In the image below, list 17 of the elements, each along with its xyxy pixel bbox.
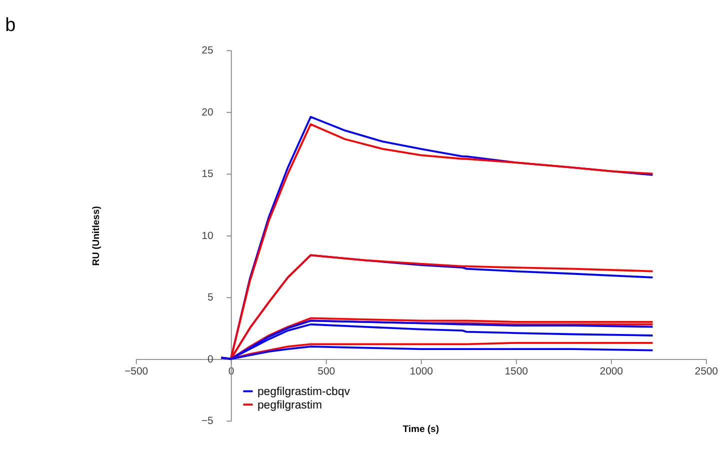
y-tick-label: 25 <box>202 46 214 57</box>
chart-title: b <box>5 15 16 36</box>
y-axis-title: RU (Unitless) <box>90 206 102 266</box>
x-tick-label: −500 <box>124 366 148 378</box>
legend-label: pegfilgrastim <box>257 399 322 412</box>
x-axis-title: Time (s) <box>402 424 440 436</box>
y-tick-label: 5 <box>207 292 214 304</box>
x-tick-label: 500 <box>318 366 336 378</box>
y-tick-label: 20 <box>202 107 214 118</box>
x-tick-label: 2000 <box>600 366 624 378</box>
legend-label: pegfilgrastim-cbqv <box>257 386 350 398</box>
x-tick-label: 1000 <box>410 366 434 378</box>
y-tick-label: 10 <box>202 230 214 242</box>
y-tick-label: −5 <box>201 416 214 428</box>
x-tick-label: 1500 <box>504 366 528 378</box>
y-tick-label: 15 <box>202 169 214 180</box>
x-tick-label: 2500 <box>694 366 718 378</box>
